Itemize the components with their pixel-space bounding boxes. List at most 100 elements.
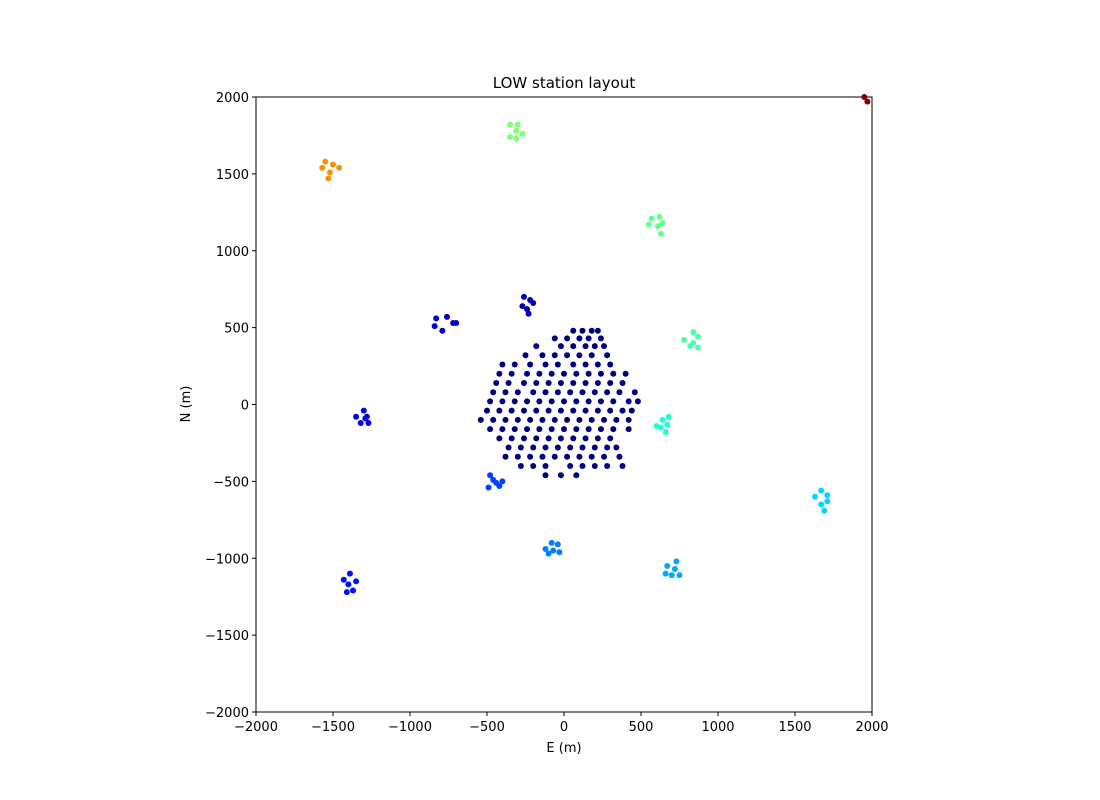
station-point <box>864 98 871 105</box>
x-tick-label: 1000 <box>701 720 734 735</box>
station-point <box>502 453 509 460</box>
station-point <box>597 335 604 342</box>
station-point <box>576 453 583 460</box>
station-point <box>542 463 549 469</box>
station-point <box>550 547 557 554</box>
station-point <box>545 550 552 557</box>
station-point <box>573 398 580 405</box>
station-point <box>573 426 580 433</box>
station-point <box>570 327 577 334</box>
station-point <box>548 398 555 405</box>
station-point <box>542 546 549 553</box>
station-point <box>527 416 534 423</box>
station-point <box>514 389 521 396</box>
station-point <box>325 175 332 182</box>
station-point <box>567 463 574 469</box>
station-point <box>545 379 552 386</box>
station-point <box>653 423 660 430</box>
station-point <box>443 313 450 320</box>
station-point <box>570 343 577 350</box>
station-point <box>585 426 592 433</box>
station-point <box>477 416 484 423</box>
station-point <box>604 463 611 469</box>
station-point <box>533 435 540 442</box>
station-point <box>330 161 336 168</box>
station-point <box>539 453 546 460</box>
station-point <box>582 379 589 386</box>
station-point <box>496 435 503 442</box>
station-point <box>664 421 671 428</box>
station-point <box>545 407 552 414</box>
station-point <box>616 453 623 460</box>
station-point <box>487 426 494 433</box>
station-point <box>576 416 583 423</box>
station-point <box>505 379 512 386</box>
station-point <box>570 361 577 368</box>
station-point <box>322 158 329 165</box>
station-point <box>681 336 688 343</box>
station-point <box>861 94 868 100</box>
station-point <box>588 453 595 460</box>
station-point <box>625 416 632 423</box>
station-point <box>548 539 555 546</box>
station-point <box>513 127 520 134</box>
station-point <box>487 398 494 405</box>
station-point <box>522 352 529 359</box>
station-point <box>694 333 701 340</box>
station-point <box>818 487 825 494</box>
station-point <box>610 426 617 433</box>
station-point <box>533 379 540 386</box>
station-point <box>582 435 589 442</box>
station-point <box>517 444 524 451</box>
station-point <box>511 426 518 433</box>
station-point <box>557 472 564 479</box>
station-point <box>524 426 531 433</box>
station-point <box>453 320 460 327</box>
station-point <box>542 361 549 368</box>
station-point <box>659 416 666 423</box>
station-point <box>582 343 589 350</box>
station-point <box>533 407 540 414</box>
station-point <box>658 230 665 237</box>
x-tick-label: −1000 <box>388 720 432 735</box>
station-point <box>588 327 595 334</box>
station-point <box>676 572 683 579</box>
station-point <box>513 135 520 142</box>
station-point <box>490 389 497 396</box>
station-point <box>588 352 595 359</box>
station-point <box>561 398 567 405</box>
station-point <box>517 463 524 469</box>
station-point <box>671 566 678 573</box>
station-point <box>818 501 825 508</box>
y-tick-label: −1000 <box>205 552 249 567</box>
station-point <box>484 407 490 414</box>
y-tick-label: 2000 <box>216 91 249 106</box>
station-point <box>607 407 614 414</box>
station-point <box>536 370 543 377</box>
station-point <box>665 413 672 420</box>
station-point <box>664 562 671 569</box>
station-point <box>554 389 561 396</box>
station-point <box>591 343 598 350</box>
station-point <box>485 484 492 491</box>
station-point <box>594 379 601 386</box>
station-point <box>604 389 611 396</box>
x-tick-label: −2000 <box>234 720 278 735</box>
station-point <box>610 398 617 405</box>
station-point <box>542 389 549 396</box>
station-point <box>628 407 635 414</box>
station-point <box>499 361 506 368</box>
station-point <box>654 223 661 230</box>
station-point <box>542 444 549 451</box>
station-point <box>496 370 503 377</box>
station-point <box>551 352 558 359</box>
x-tick-label: 500 <box>629 720 654 735</box>
station-point <box>588 416 595 423</box>
station-point <box>561 426 567 433</box>
station-point <box>579 389 586 396</box>
station-point <box>551 335 558 342</box>
station-point <box>579 444 586 451</box>
station-point <box>604 444 611 451</box>
y-tick-label: −500 <box>213 475 249 490</box>
